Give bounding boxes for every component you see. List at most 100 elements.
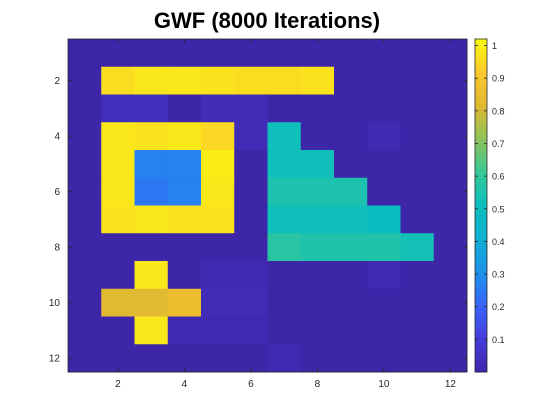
heatmap-cell: [367, 39, 401, 68]
heatmap-cell: [167, 344, 202, 373]
heatmap-cell: [334, 66, 368, 95]
heatmap-cell: [267, 150, 302, 179]
heatmap-cell: [134, 316, 169, 345]
colorbar-tick-label: 0.6: [492, 172, 505, 182]
colorbar-segment: [475, 305, 487, 309]
heatmap-cell: [234, 177, 268, 206]
colorbar-segment: [475, 216, 487, 220]
colorbar-segment: [475, 238, 487, 243]
heatmap-cell: [400, 344, 435, 373]
colorbar-segment: [475, 335, 487, 340]
heatmap-cell: [134, 261, 169, 290]
colorbar-segment: [475, 247, 487, 251]
heatmap-cell: [267, 66, 302, 95]
heatmap-cell: [134, 66, 169, 95]
colorbar-segment: [475, 169, 487, 173]
heatmap-cell: [400, 261, 435, 290]
heatmap-cell: [433, 66, 468, 95]
heatmap-cell: [134, 344, 169, 373]
heatmap-cell: [167, 233, 202, 262]
colorbar-segment: [475, 138, 487, 143]
heatmap-cell: [400, 150, 435, 179]
heatmap-cell: [400, 316, 435, 345]
heatmap-cell: [267, 94, 302, 123]
heatmap-cell: [101, 39, 135, 68]
colorbar-segment: [475, 55, 487, 59]
heatmap-cell: [167, 205, 202, 234]
colorbar-segment: [475, 369, 487, 373]
colorbar-segment: [475, 194, 487, 198]
colorbar-segment: [475, 91, 487, 95]
colorbar-segment: [475, 158, 487, 162]
heatmap-cell: [400, 288, 435, 317]
colorbar-segment: [475, 205, 487, 209]
heatmap-cell: [167, 94, 202, 123]
colorbar-segment: [475, 324, 487, 329]
colorbar-segment: [475, 308, 487, 312]
colorbar-segment: [475, 244, 487, 248]
colorbar-segment: [475, 41, 487, 46]
colorbar-segment: [475, 75, 487, 79]
heatmap-cell: [433, 177, 468, 206]
heatmap-cell: [68, 288, 102, 317]
colorbar-segment: [475, 183, 487, 187]
colorbar-segment: [475, 77, 487, 82]
colorbar-segment: [475, 302, 487, 306]
y-tick-label: 8: [54, 243, 60, 254]
colorbar-segment: [475, 291, 487, 295]
colorbar-segment: [475, 233, 487, 237]
colorbar-segment: [475, 122, 487, 126]
heatmap-cell: [234, 261, 268, 290]
colorbar-segment: [475, 252, 487, 256]
heatmap-cell: [367, 122, 401, 151]
colorbar-segment: [475, 144, 487, 148]
heatmap-cell: [134, 205, 169, 234]
colorbar-segment: [475, 161, 487, 165]
colorbar-segment: [475, 255, 487, 259]
colorbar-segment: [475, 277, 487, 281]
colorbar-segment: [475, 266, 487, 270]
heatmap-cell: [167, 66, 202, 95]
colorbar-segment: [475, 319, 487, 323]
colorbar-segment: [475, 86, 487, 90]
colorbar-gradient: [474, 38, 488, 373]
plot-frame: [67, 38, 468, 373]
heatmap-cell: [400, 177, 435, 206]
heatmap-cell: [367, 205, 401, 234]
heatmap-cell: [300, 233, 335, 262]
heatmap-cell: [400, 205, 435, 234]
heatmap-cell: [267, 316, 302, 345]
heatmap-cell: [167, 122, 202, 151]
colorbar-segment: [475, 352, 487, 356]
colorbar-tick-label: 0.5: [492, 204, 505, 214]
heatmap-cell: [267, 177, 302, 206]
heatmap-cell: [167, 316, 202, 345]
colorbar-segment: [475, 285, 487, 290]
colorbar-segment: [475, 39, 487, 43]
heatmap-cell: [334, 233, 368, 262]
colorbar-segment: [475, 63, 487, 68]
heatmap-cell: [68, 122, 102, 151]
colorbar-segment: [475, 316, 487, 320]
colorbar-segment: [475, 272, 487, 276]
y-tick-label: 10: [49, 298, 61, 309]
heatmap-cell: [300, 39, 335, 68]
heatmap-cell: [334, 316, 368, 345]
heatmap-cell: [68, 261, 102, 290]
heatmap-cell: [300, 205, 335, 234]
colorbar-tick-label: 1: [492, 41, 497, 51]
colorbar-segment: [475, 261, 487, 265]
colorbar-segment: [475, 219, 487, 223]
colorbar-segment: [475, 347, 487, 351]
heatmap-cell: [201, 66, 235, 95]
heatmap-cell: [68, 233, 102, 262]
heatmap-cell: [68, 150, 102, 179]
colorbar-segment: [475, 61, 487, 65]
colorbar-segment: [475, 119, 487, 123]
heatmap-cell: [201, 261, 235, 290]
heatmap-cell: [267, 39, 302, 68]
colorbar-segment: [475, 288, 487, 293]
y-tick-label: 2: [54, 76, 60, 87]
heatmap-cell: [300, 344, 335, 373]
